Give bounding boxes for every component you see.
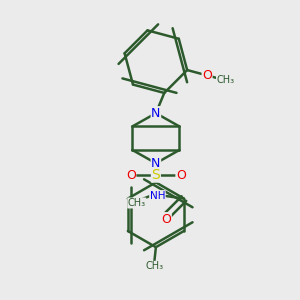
- Text: O: O: [202, 69, 212, 82]
- Text: O: O: [176, 169, 186, 182]
- Text: NH: NH: [150, 190, 165, 201]
- Text: CH₃: CH₃: [217, 75, 235, 85]
- Text: O: O: [161, 213, 171, 226]
- Text: O: O: [126, 169, 136, 182]
- Text: S: S: [152, 168, 160, 182]
- Text: N: N: [151, 157, 160, 170]
- Text: N: N: [151, 107, 160, 120]
- Text: CH₃: CH₃: [146, 261, 164, 271]
- Text: CH₃: CH₃: [128, 198, 146, 208]
